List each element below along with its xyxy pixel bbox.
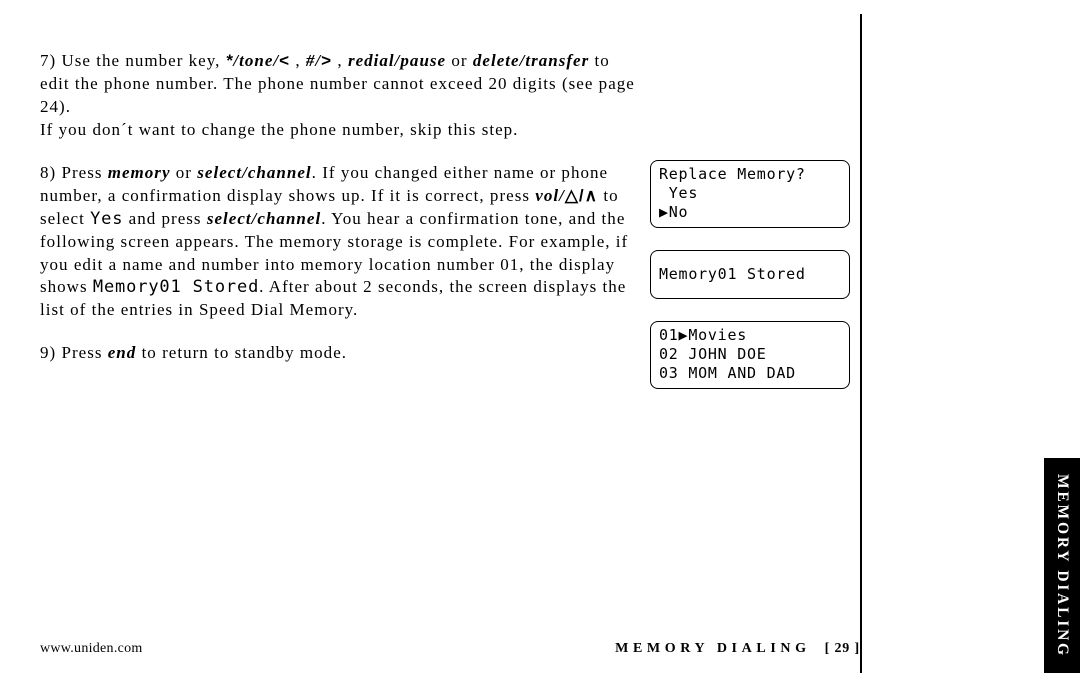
text: ,: [332, 51, 348, 70]
lcd-memory-list: 01▶Movies 02 JOHN DOE 03 MOM AND DAD: [650, 321, 850, 389]
footer-page-open: [: [825, 641, 835, 656]
text: to return to standby mode.: [136, 343, 347, 362]
footer-page-close: ]: [850, 641, 860, 656]
step-7: 7) Use the number key, */tone/< , #/> , …: [40, 50, 640, 142]
text: >: [321, 51, 332, 70]
text: △/∧: [565, 186, 598, 205]
vertical-rule: [860, 14, 862, 673]
footer-url: www.uniden.com: [40, 641, 143, 657]
text: 7) Use the number key,: [40, 51, 226, 70]
body-text: 7) Use the number key, */tone/< , #/> , …: [40, 50, 640, 385]
text: 8) Press: [40, 163, 108, 182]
text: select/channel: [197, 163, 311, 182]
text: memory: [108, 163, 171, 182]
lcd-text: Memory01 Stored: [93, 277, 259, 297]
footer-page-number: 29: [834, 641, 850, 656]
lcd-screens: Replace Memory? Yes ▶No Memory01 Stored …: [650, 160, 850, 389]
lcd-replace-memory: Replace Memory? Yes ▶No: [650, 160, 850, 228]
lcd-memory-stored: Memory01 Stored: [650, 250, 850, 299]
manual-page: 7) Use the number key, */tone/< , #/> , …: [0, 0, 1080, 687]
text: select/channel: [207, 209, 321, 228]
page-footer: www.uniden.com MEMORY DIALING [ 29 ]: [40, 641, 860, 657]
text: <: [279, 51, 290, 70]
step-8: 8) Press memory or select/channel. If yo…: [40, 162, 640, 323]
text: end: [108, 343, 137, 362]
footer-right: MEMORY DIALING [ 29 ]: [615, 641, 860, 657]
text: or: [446, 51, 473, 70]
text: or: [171, 163, 198, 182]
text: delete/transfer: [473, 51, 589, 70]
text: vol/: [535, 186, 565, 205]
footer-section: MEMORY DIALING: [615, 641, 811, 656]
lcd-text: Yes: [90, 209, 123, 229]
text: #/: [306, 51, 321, 70]
text: redial/pause: [348, 51, 446, 70]
text: ,: [290, 51, 306, 70]
section-tab: MEMORY DIALING: [1044, 458, 1080, 673]
step-9: 9) Press end to return to standby mode.: [40, 342, 640, 365]
text: and press: [123, 209, 206, 228]
text: 9) Press: [40, 343, 108, 362]
text: /tone/: [233, 51, 279, 70]
section-tab-label: MEMORY DIALING: [1053, 474, 1071, 658]
text: If you don´t want to change the phone nu…: [40, 120, 518, 139]
